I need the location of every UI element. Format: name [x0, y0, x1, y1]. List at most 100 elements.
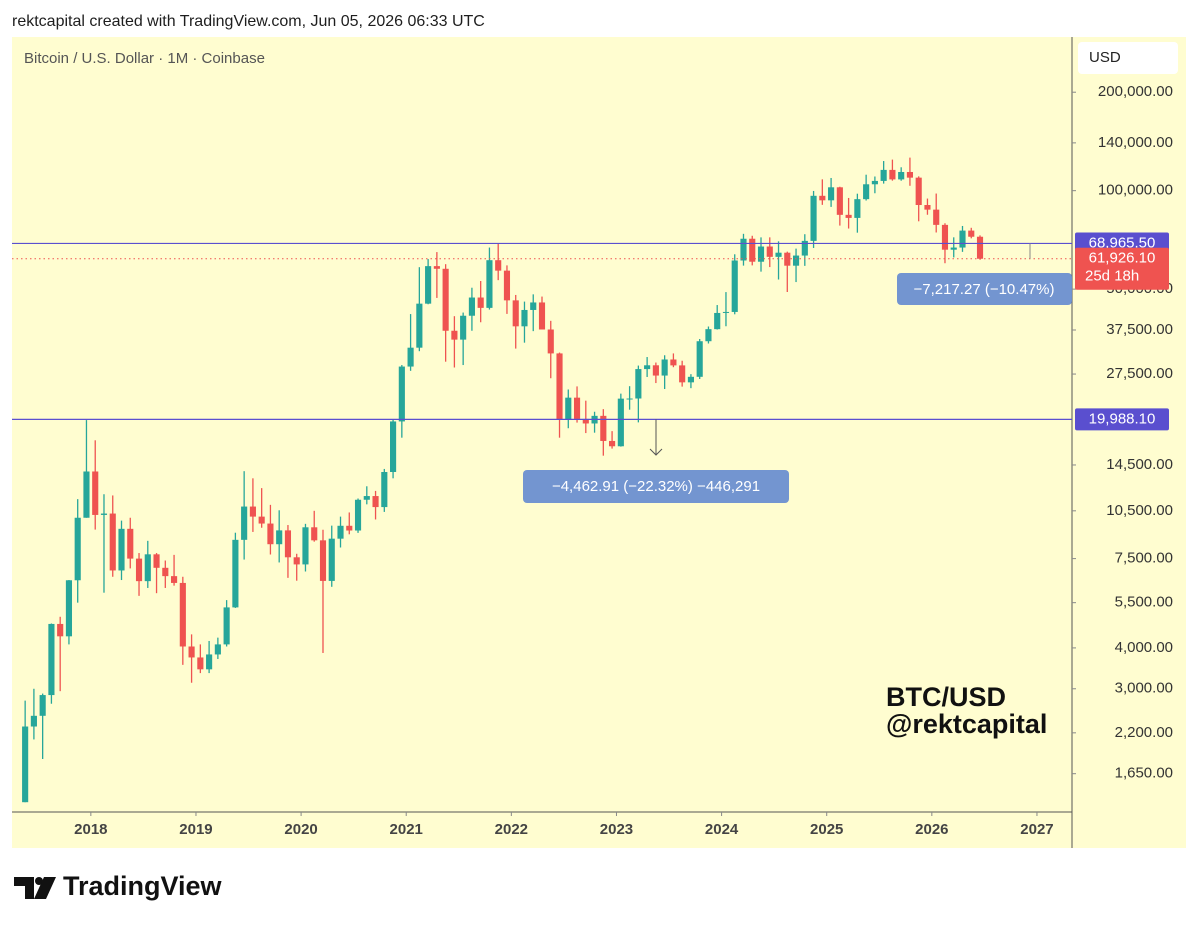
candle-body [573, 397, 581, 419]
candle-body [232, 539, 239, 608]
candle-body [468, 297, 475, 316]
candle-body [197, 657, 204, 670]
candle-body [933, 209, 940, 225]
candle-body [819, 195, 826, 201]
candle-body [880, 169, 887, 181]
candle-body [328, 538, 335, 581]
candle-body [188, 646, 195, 658]
candle-body [179, 582, 186, 647]
candle-body [311, 527, 318, 541]
y-tick-label: 7,500.00 [1115, 550, 1173, 567]
y-tick-label: 10,500.00 [1106, 502, 1173, 519]
y-tick-label: 1,650.00 [1115, 765, 1173, 782]
candle-body [696, 341, 703, 377]
candle-body [486, 260, 493, 308]
candle-body [687, 376, 694, 383]
candle-body [425, 266, 432, 304]
candle-body [144, 554, 151, 582]
footer: TradingView [63, 871, 223, 901]
candle-body [127, 528, 134, 559]
candle-body [153, 554, 160, 568]
candle-body [477, 297, 484, 308]
y-tick-label: 5,500.00 [1115, 594, 1173, 611]
candle-body [267, 523, 274, 545]
candle-body [906, 171, 913, 178]
y-tick-label: 3,000.00 [1115, 680, 1173, 697]
header: rektcapital created with TradingView.com… [12, 13, 485, 30]
candle-body [731, 260, 738, 312]
watermark: @rektcapital [886, 709, 1047, 739]
y-tick-label: 37,500.00 [1106, 321, 1173, 338]
candle-body [293, 557, 300, 565]
level-tag [1075, 408, 1169, 431]
candle-body [644, 365, 651, 370]
candle-body [757, 246, 765, 262]
y-tick-label: 100,000.00 [1098, 182, 1173, 199]
candle-body [845, 214, 852, 218]
candle-body [941, 224, 949, 250]
candle-body [582, 418, 589, 424]
candle-body [249, 506, 256, 517]
candle-body [617, 398, 624, 447]
candle-body [766, 246, 773, 257]
measure-label: −4,462.91 (−22.32%) −446,291 [552, 478, 760, 495]
currency: USD [1089, 49, 1121, 66]
candle-body [556, 353, 563, 420]
currency-box [1078, 42, 1178, 74]
x-tick-label: 2024 [705, 821, 739, 838]
candle-body [39, 695, 46, 716]
candle-body [530, 302, 537, 310]
y-tick-label: 140,000.00 [1098, 134, 1173, 151]
candle-body [547, 329, 554, 354]
candle-body [968, 230, 975, 237]
candle-body [22, 726, 29, 803]
chart-title: Bitcoin / U.S. Dollar · 1M · Coinbase [24, 50, 265, 67]
candle-body [714, 312, 721, 330]
candle-body [915, 177, 922, 206]
candle-body [206, 654, 213, 670]
candle-body [258, 516, 265, 524]
candle-body [889, 169, 896, 180]
y-tick-label: 200,000.00 [1098, 83, 1173, 100]
candle-body [854, 199, 861, 218]
candle-body [74, 517, 81, 581]
candle-body [451, 330, 458, 340]
candle-body [284, 530, 292, 558]
candle-body [319, 540, 327, 581]
x-tick-label: 2027 [1020, 821, 1053, 838]
candle-body [83, 471, 90, 518]
level-label: 68,965.50 [1089, 234, 1156, 251]
candle-body [626, 398, 633, 400]
candle-body [898, 171, 905, 180]
x-tick-label: 2022 [495, 821, 528, 838]
x-tick-label: 2018 [74, 821, 107, 838]
candle-body [109, 513, 116, 571]
y-tick-label: 14,500.00 [1106, 456, 1173, 473]
candle-body [416, 303, 423, 348]
candle-body [118, 528, 125, 571]
candle-body [950, 247, 957, 250]
countdown: 25d 18h [1085, 268, 1139, 285]
candle-body [214, 644, 221, 655]
candle-body [276, 530, 283, 545]
candle-body [223, 607, 230, 645]
candle-body [241, 506, 248, 540]
candle-body [635, 369, 642, 399]
candle-body [442, 268, 449, 331]
plot [22, 157, 984, 803]
level-label: 19,988.10 [1089, 410, 1156, 427]
candle-body [100, 513, 108, 515]
candle-body [749, 238, 756, 262]
candle-body [871, 180, 878, 185]
candle-body [959, 230, 966, 248]
candle-body [924, 205, 931, 210]
x-tick-label: 2026 [915, 821, 948, 838]
x-tick-label: 2021 [390, 821, 423, 838]
y-tick-label: 27,500.00 [1106, 365, 1173, 382]
candle-body [381, 471, 388, 508]
candle-body [92, 471, 99, 515]
candle-body [810, 195, 817, 241]
candle-body [337, 525, 344, 539]
x-tick-label: 2019 [179, 821, 212, 838]
candle-body [407, 347, 414, 367]
